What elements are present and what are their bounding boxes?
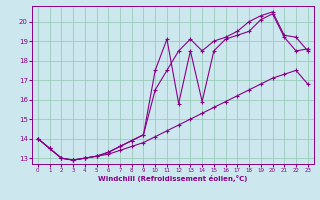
X-axis label: Windchill (Refroidissement éolien,°C): Windchill (Refroidissement éolien,°C)	[98, 175, 247, 182]
